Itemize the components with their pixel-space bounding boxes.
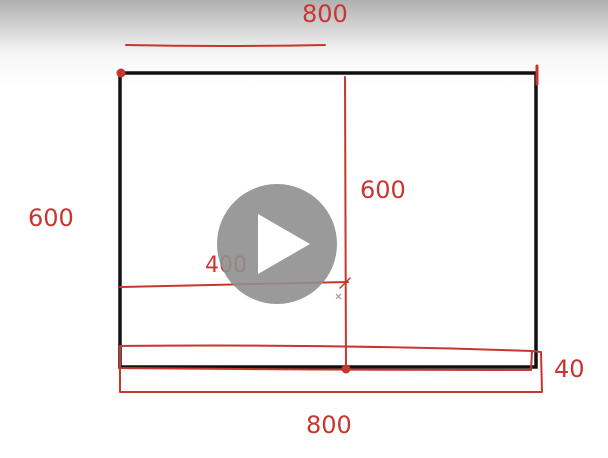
strip-height-label: 40 [554, 355, 585, 383]
bottom-center-dot [341, 364, 351, 374]
strip-height-bracket [119, 350, 543, 393]
outer-rectangle [118, 71, 538, 369]
top-left-dot [116, 68, 126, 78]
half-width-line-end-tick [339, 277, 351, 289]
cursor-mark [335, 293, 342, 300]
bottom-width-label: 800 [306, 411, 352, 439]
top-dimension-line [125, 44, 326, 47]
play-button[interactable] [217, 184, 337, 304]
bottom-strip [119, 344, 533, 371]
top-width-label: 800 [302, 0, 348, 28]
play-icon [258, 214, 310, 274]
center-vertical-line [344, 76, 347, 373]
center-height-label: 600 [360, 176, 406, 204]
left-height-label: 600 [28, 204, 74, 232]
